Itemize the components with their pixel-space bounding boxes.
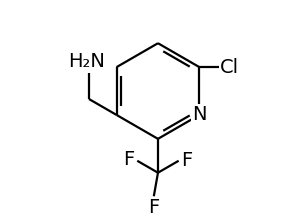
Text: F: F (181, 151, 192, 170)
Text: N: N (192, 105, 207, 124)
Text: F: F (123, 150, 134, 169)
Text: F: F (148, 198, 159, 217)
Text: H₂N: H₂N (68, 52, 105, 71)
Text: Cl: Cl (220, 58, 239, 77)
